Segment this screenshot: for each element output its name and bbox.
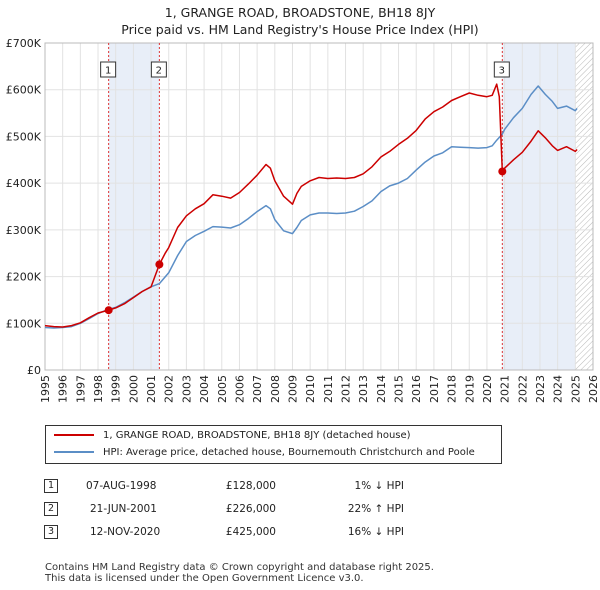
shaded-range-1 [108,43,160,370]
x-tick-label: 2014 [375,375,388,403]
x-tick-label: 2010 [304,375,317,403]
sale-price: £425,000 [225,525,276,538]
sale-price: £128,000 [225,479,276,492]
y-tick-label: £0 [27,364,41,377]
sale-point-2 [155,260,164,269]
sale-label-2: 2 [156,66,162,77]
sale-marker-2: 2 [44,501,58,516]
table-row: 3 12-NOV-2020 £425,000 16% ↓ HPI [44,520,404,543]
x-tick-label: 1998 [92,375,105,403]
x-tick-label: 2013 [357,375,370,403]
transactions-table: 1 07-AUG-1998 £128,000 1% ↓ HPI 2 21-JUN… [44,474,404,543]
x-tick-label: 2004 [198,375,211,403]
x-tick-label: 2001 [145,375,158,403]
x-tick-label: 2026 [587,375,600,403]
x-tick-label: 2018 [446,375,459,403]
chart-legend: 1, GRANGE ROAD, BROADSTONE, BH18 8JY (de… [45,425,502,464]
sale-date: 12-NOV-2020 [90,525,161,538]
sale-marker-3: 3 [44,524,58,539]
price-chart: £0 £100K £200K £300K £400K £500K £600K £700K 199… [6,37,600,403]
sale-label-1: 1 [105,66,111,77]
x-tick-label: 1997 [74,375,87,403]
legend-label-hpi: HPI: Average price, detached house, Bour… [103,447,475,458]
sale-price: £226,000 [225,502,276,515]
x-tick-label: 2021 [499,375,512,403]
x-tick-label: 1996 [57,375,70,403]
x-tick-label: 2025 [569,375,582,403]
sale-label-3: 3 [499,66,505,77]
chart-subtitle: Price paid vs. HM Land Registry's House … [121,22,479,37]
legend-swatch-property [54,434,94,436]
x-tick-label: 2011 [322,375,335,403]
x-tick-label: 2005 [216,375,229,403]
x-tick-label: 2008 [269,375,282,403]
x-tick-label: 2002 [163,375,176,403]
y-tick-label: £200K [6,271,42,284]
chart-title: 1, GRANGE ROAD, BROADSTONE, BH18 8JY [164,5,436,20]
y-tick-label: £600K [6,84,42,97]
x-tick-label: 2003 [180,375,193,403]
x-tick-label: 2015 [393,375,406,403]
sale-hpi-diff: 22% ↑ HPI [347,502,404,515]
x-tick-label: 2023 [534,375,547,403]
forecast-hatch [575,43,593,370]
x-tick-label: 1999 [110,375,123,403]
sale-hpi-diff: 16% ↓ HPI [347,525,404,538]
sale-label-box-3 [493,61,510,78]
x-tick-label: 2019 [463,375,476,403]
y-tick-label: £300K [6,224,42,237]
legend-item-property: 1, GRANGE ROAD, BROADSTONE, BH18 8JY (de… [54,429,411,443]
footer-copyright: Contains HM Land Registry data © Crown c… [45,562,434,573]
sale-hpi-diff: 1% ↓ HPI [354,479,404,492]
footer: Contains HM Land Registry data © Crown c… [45,562,434,584]
y-tick-label: £700K [6,37,42,50]
x-tick-label: 2000 [127,375,140,403]
table-row: 1 07-AUG-1998 £128,000 1% ↓ HPI [44,474,404,497]
plot-border [44,42,594,371]
x-tick-label: 1995 [39,375,52,403]
series-line-property [44,83,578,328]
x-tick-label: 2024 [552,375,565,403]
sale-point-1 [104,306,113,315]
y-tick-label: £100K [6,317,42,330]
sale-date: 21-JUN-2001 [90,502,157,515]
y-tick-label: £500K [6,130,42,143]
x-tick-label: 2020 [481,375,494,403]
x-tick-label: 2007 [251,375,264,403]
x-tick-label: 2012 [340,375,353,403]
x-tick-label: 2022 [516,375,529,403]
x-tick-label: 2016 [410,375,423,403]
sale-marker-1: 1 [44,478,58,493]
x-tick-label: 2009 [286,375,299,403]
footer-licence: This data is licensed under the Open Gov… [45,573,364,584]
sale-point-3 [498,167,507,176]
x-tick-label: 2006 [233,375,246,403]
sale-label-box-1 [100,61,117,78]
y-tick-label: £400K [6,177,42,190]
legend-label-property: 1, GRANGE ROAD, BROADSTONE, BH18 8JY (de… [103,430,411,441]
sale-label-box-2 [150,61,167,78]
legend-item-hpi: HPI: Average price, detached house, Bour… [54,446,475,460]
legend-swatch-hpi [54,451,94,453]
shaded-range-2 [502,43,576,370]
x-tick-label: 2017 [428,375,441,403]
sale-date: 07-AUG-1998 [86,479,157,492]
table-row: 2 21-JUN-2001 £226,000 22% ↑ HPI [44,497,404,520]
